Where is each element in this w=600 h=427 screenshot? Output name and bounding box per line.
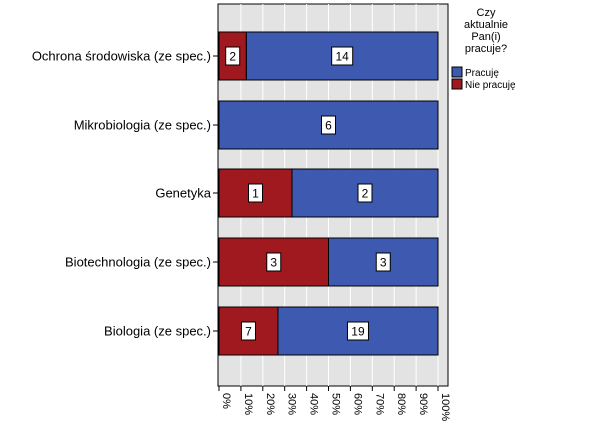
data-label-box bbox=[346, 321, 369, 341]
data-label: 7 bbox=[245, 325, 252, 339]
data-label-box bbox=[375, 252, 391, 272]
x-tick-label: 50% bbox=[330, 393, 342, 415]
legend-box bbox=[452, 3, 596, 93]
category-label: Ochrona środowiska (ze spec.) bbox=[32, 49, 211, 64]
legend-label: Pracuję bbox=[465, 68, 499, 79]
x-tick-label: 70% bbox=[373, 393, 385, 415]
data-label-box bbox=[266, 252, 282, 272]
x-tick-label: 0% bbox=[220, 393, 232, 409]
bars: 2 14 6 1 2 3 3 7 19 bbox=[218, 31, 439, 356]
category-label: Mikrobiologia (ze spec.) bbox=[74, 118, 211, 133]
category-labels: Ochrona środowiska (ze spec.) Mikrobiolog… bbox=[32, 49, 218, 339]
legend-title: pracuje? bbox=[465, 43, 507, 55]
x-tick-label: 80% bbox=[395, 393, 407, 415]
category-label: Biotechnologia (ze spec.) bbox=[65, 255, 211, 270]
category-label: Genetyka bbox=[155, 186, 211, 201]
legend-title: aktualnie bbox=[464, 19, 508, 31]
legend-title: Czy bbox=[477, 7, 496, 19]
data-label: 3 bbox=[270, 256, 277, 270]
data-label: 6 bbox=[325, 119, 332, 133]
legend-swatch bbox=[451, 78, 463, 90]
category-label: Biologia (ze spec.) bbox=[104, 324, 211, 339]
x-tick-label: 60% bbox=[351, 393, 363, 415]
x-tick-label: 90% bbox=[417, 393, 429, 415]
data-label: 19 bbox=[351, 325, 365, 339]
x-tick-label: 30% bbox=[286, 393, 298, 415]
data-label: 1 bbox=[252, 187, 259, 201]
data-label-box bbox=[225, 46, 241, 66]
legend-label: Nie pracuję bbox=[465, 80, 516, 91]
data-label: 14 bbox=[336, 50, 350, 64]
data-label-box bbox=[240, 321, 256, 341]
data-label-box bbox=[321, 115, 336, 135]
data-label-box bbox=[331, 46, 354, 66]
legend-swatch bbox=[451, 66, 463, 78]
x-tick-label: 10% bbox=[242, 393, 254, 415]
x-tick-label: 40% bbox=[308, 393, 320, 415]
data-label-box bbox=[357, 183, 373, 203]
data-label: 3 bbox=[380, 256, 387, 270]
x-tick-label: 100% bbox=[439, 393, 451, 421]
data-label: 2 bbox=[362, 187, 369, 201]
data-label: 2 bbox=[229, 50, 236, 64]
data-label-box bbox=[248, 183, 263, 203]
x-axis-ticks: 0% 10% 20% 30% 40% 50% 60% 70% 80% 90% 100% bbox=[218, 386, 451, 421]
legend-title: Pan(i) bbox=[471, 31, 500, 43]
x-tick-label: 20% bbox=[264, 393, 276, 415]
